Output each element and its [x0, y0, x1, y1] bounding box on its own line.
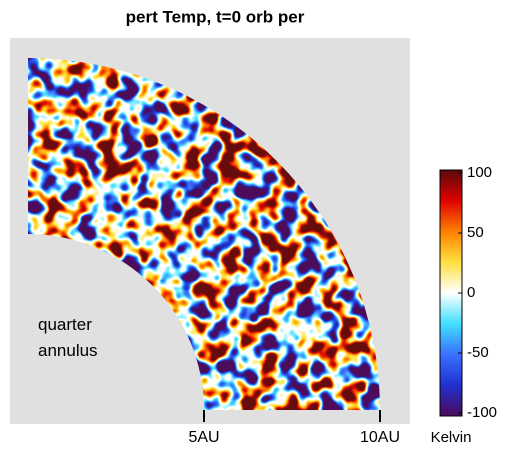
chart-title: pert Temp, t=0 orb per: [126, 7, 305, 26]
annotation: quarter annulus: [38, 315, 98, 360]
colorbar-tick-label: 50: [467, 224, 484, 241]
colorbar-tick-label: 100: [467, 164, 492, 181]
x-tick-label: 5AU: [188, 429, 219, 446]
colorbar-label: Kelvin: [431, 429, 472, 446]
colorbar-tick-label: -50: [467, 344, 489, 361]
x-tick-label: 10AU: [360, 429, 400, 446]
colorbar-tick-label: 0: [467, 284, 475, 301]
colorbar-tick-label: -100: [467, 404, 497, 421]
